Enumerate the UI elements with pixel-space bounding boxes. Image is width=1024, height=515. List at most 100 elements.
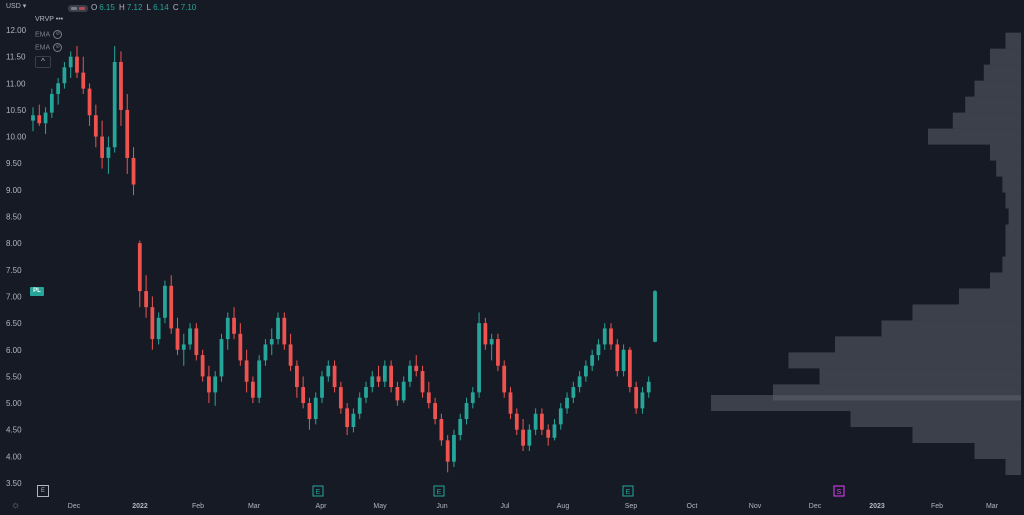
candle-body xyxy=(445,440,450,462)
candle-body xyxy=(213,376,218,393)
candle-body xyxy=(452,435,456,462)
earnings-marker-label: E xyxy=(437,489,442,496)
volume-profile-bar xyxy=(1002,256,1021,273)
x-axis: Dec 2022 Feb Mar Apr May Jun Jul Aug Sep Oct Nov Dec… xyxy=(68,503,999,510)
y-tick-label: 9.00 xyxy=(6,186,22,195)
indicator-ema-1[interactable]: EMA ⊘ xyxy=(35,30,63,39)
x-tick-label: Aug xyxy=(557,503,570,510)
candle-body xyxy=(602,328,607,345)
candle-body xyxy=(477,323,481,393)
candle-body xyxy=(119,61,123,110)
candle-body xyxy=(257,360,262,398)
y-tick-label: 5.50 xyxy=(6,372,22,381)
candle-body xyxy=(37,115,42,124)
candle-body xyxy=(163,285,167,318)
y-tick-label: 6.00 xyxy=(6,346,22,355)
candle-body xyxy=(634,387,639,409)
hidden-eye-icon[interactable]: ⊘ xyxy=(53,43,63,52)
indicator-ema-2[interactable]: EMA ⊘ xyxy=(35,43,63,52)
candle-body xyxy=(414,365,419,372)
candle-body xyxy=(420,371,425,393)
x-tick-label: Dec xyxy=(809,503,822,510)
x-tick-label: Dec xyxy=(68,503,81,510)
candle-body xyxy=(433,403,437,420)
volume-profile-bar xyxy=(990,272,1021,289)
candle-body xyxy=(150,307,155,340)
more-icon[interactable]: ••• xyxy=(55,16,64,23)
y-tick-label: 5.00 xyxy=(6,399,22,408)
candle-body xyxy=(395,387,400,401)
y-tick-label: 8.50 xyxy=(6,213,22,222)
dividend-marker-label: S xyxy=(837,489,842,496)
volume-profile-bar xyxy=(974,443,1021,460)
candle-body xyxy=(225,317,230,340)
currency-selector[interactable]: USD ▾ xyxy=(6,3,27,10)
candle-body xyxy=(609,328,613,345)
earnings-marker-icon xyxy=(622,485,634,497)
candle-body xyxy=(188,328,192,345)
volume-profile xyxy=(711,32,1021,476)
candle-body xyxy=(552,424,557,438)
candle-body xyxy=(87,88,92,116)
volume-profile-bar xyxy=(1005,32,1021,49)
candle-body xyxy=(68,56,73,68)
volume-profile-bar xyxy=(835,336,1021,353)
volume-profile-bar xyxy=(1005,240,1021,257)
candle-body xyxy=(646,381,651,393)
earnings-toggle-icon[interactable]: E xyxy=(37,485,49,497)
candle-body xyxy=(232,317,236,334)
symbol-flag-icon[interactable] xyxy=(68,5,88,12)
earnings-marker-label: E xyxy=(626,489,631,496)
volume-profile-bar xyxy=(850,411,1021,428)
volume-profile-bar xyxy=(928,128,1021,145)
candle-body xyxy=(590,355,595,366)
volume-profile-bar xyxy=(996,160,1021,177)
pl-label: PL xyxy=(30,287,44,296)
candle-body xyxy=(533,413,538,430)
x-tick-label: Feb xyxy=(931,503,943,510)
candle-body xyxy=(458,419,463,436)
volume-profile-bar xyxy=(965,96,1021,113)
y-tick-label: 9.50 xyxy=(6,159,22,168)
candle-body xyxy=(653,291,657,342)
settings-gear-icon[interactable]: ☼ xyxy=(11,500,21,511)
y-tick-label: 10.00 xyxy=(6,133,27,142)
candle-body xyxy=(596,344,601,356)
y-tick-label: 11.50 xyxy=(6,53,26,62)
candle-body xyxy=(332,365,337,388)
y-tick-label: 6.50 xyxy=(6,319,22,328)
x-tick-label: Apr xyxy=(316,503,328,510)
collapse-legend-button[interactable]: ^ xyxy=(35,56,51,68)
x-tick-label: Mar xyxy=(986,503,999,510)
ohlc-readout: O 6.15 H 7.12 L 6.14 C 7.10 xyxy=(91,3,197,12)
candle-body xyxy=(514,413,519,430)
y-tick-label: 3.50 xyxy=(6,479,22,488)
candle-body xyxy=(307,403,312,420)
hidden-eye-icon[interactable]: ⊘ xyxy=(53,30,63,39)
candle-body xyxy=(313,397,318,420)
x-tick-label: 2023 xyxy=(869,503,885,510)
volume-profile-bar xyxy=(983,64,1021,81)
volume-profile-bar xyxy=(1005,459,1021,476)
y-tick-label: 12.00 xyxy=(6,26,27,35)
candle-body xyxy=(470,392,475,404)
candle-body xyxy=(370,376,375,388)
candle-body xyxy=(357,397,362,414)
x-tick-label: May xyxy=(373,503,387,510)
candle-body xyxy=(31,115,35,121)
candle-body xyxy=(496,339,500,366)
x-tick-label: Nov xyxy=(749,503,762,510)
x-tick-label: Jul xyxy=(501,503,510,510)
candle-body xyxy=(244,360,249,382)
earnings-marker-icon xyxy=(433,485,445,497)
candle-body xyxy=(577,376,582,388)
indicator-vrvp[interactable]: VRVP ••• xyxy=(35,16,64,23)
volume-profile-bar xyxy=(1002,176,1021,193)
candle-body xyxy=(49,93,54,113)
candle-body xyxy=(527,429,532,446)
y-tick-label: 8.00 xyxy=(6,239,22,248)
candle-body xyxy=(294,365,299,388)
volume-profile-bar xyxy=(1005,224,1021,241)
